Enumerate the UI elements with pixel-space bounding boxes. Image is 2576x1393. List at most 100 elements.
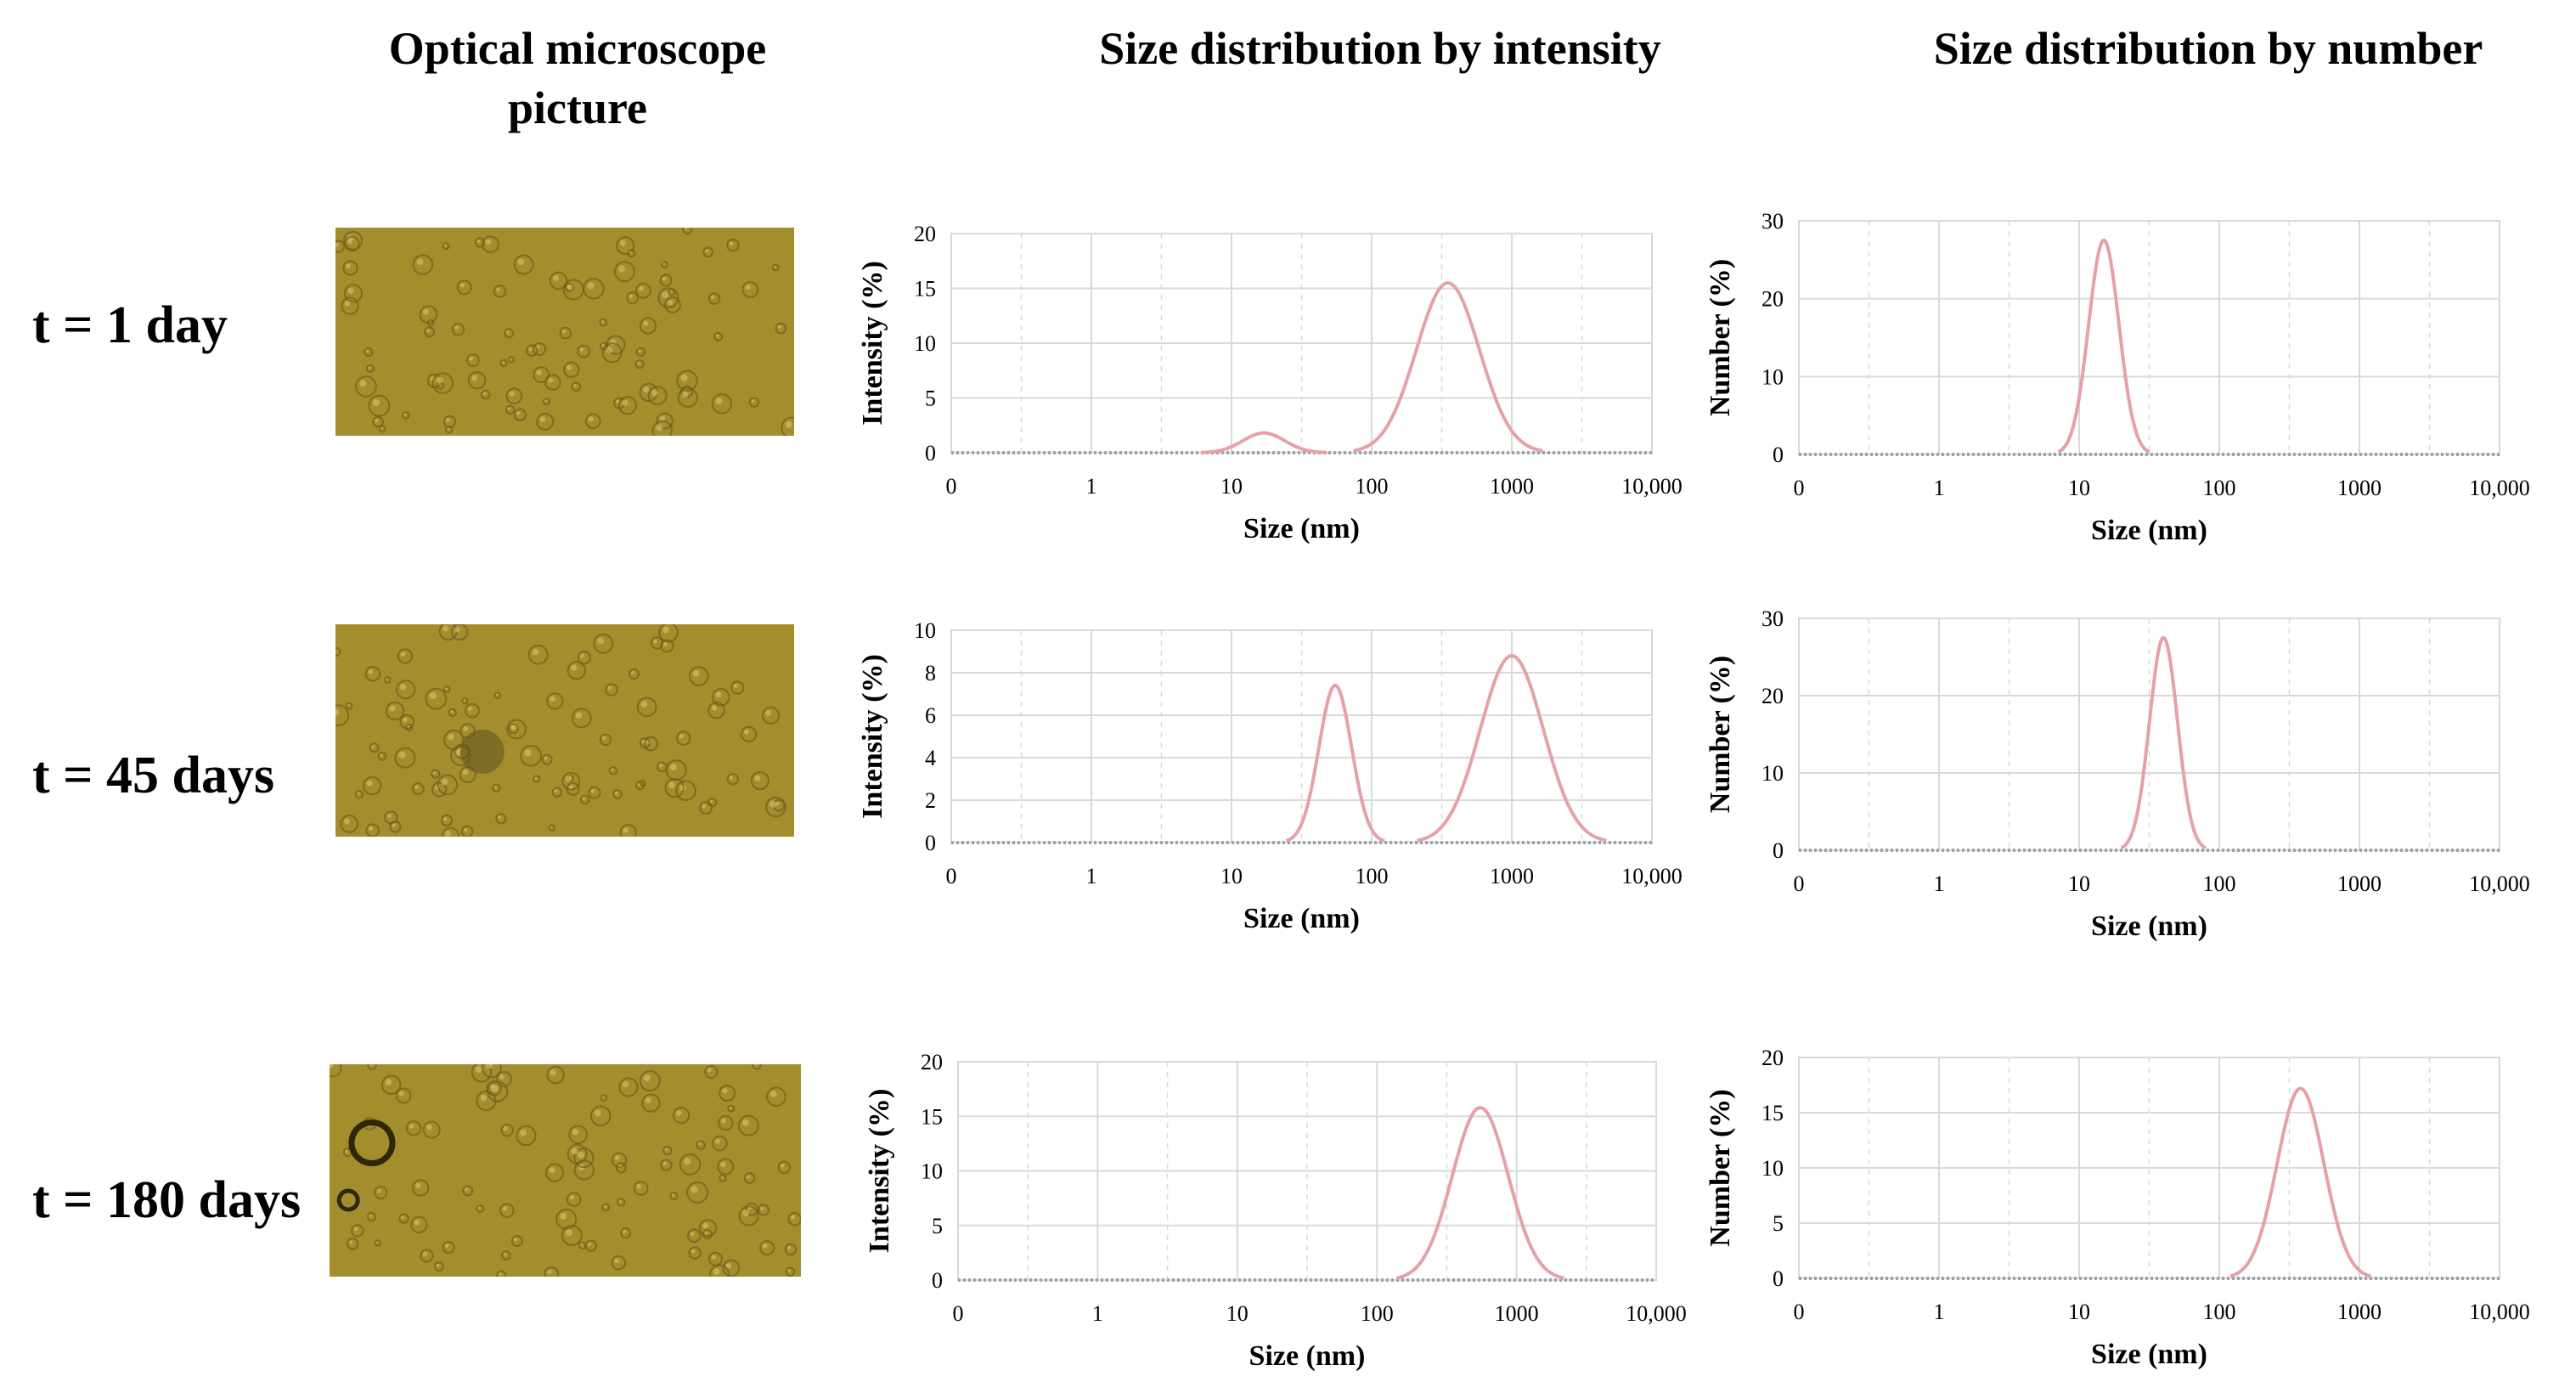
- y-tick-label: 10: [921, 1159, 943, 1184]
- x-tick-label: 10,000: [1626, 1301, 1687, 1326]
- x-tick-label: 10: [1220, 474, 1243, 499]
- y-tick-label: 0: [1773, 838, 1784, 863]
- x-tick-label: 10,000: [1621, 864, 1683, 888]
- y-tick-label: 5: [932, 1214, 943, 1238]
- y-tick-label: 30: [1761, 606, 1784, 631]
- y-tick-label: 5: [1773, 1211, 1784, 1236]
- y-tick-label: 15: [921, 1104, 943, 1129]
- distribution-peak-1: [2057, 238, 2150, 454]
- y-tick-label: 0: [1773, 443, 1784, 467]
- y-tick-label: 2: [925, 788, 936, 813]
- distribution-peak-1: [1200, 431, 1327, 454]
- x-tick-label: 10: [2068, 871, 2090, 896]
- column-title-intensity: Size distribution by intensity: [1099, 23, 1661, 74]
- x-tick-label: 0: [1794, 1300, 1805, 1324]
- y-axis-title: Intensity (%): [857, 261, 888, 426]
- x-tick-label: 10,000: [2469, 476, 2530, 500]
- row-label-day-180: t = 180 days: [32, 1171, 302, 1229]
- column-title-number: Size distribution by number: [1933, 23, 2483, 74]
- x-tick-label: 10: [1220, 864, 1243, 888]
- x-tick-label: 1: [1086, 474, 1097, 499]
- y-tick-label: 15: [914, 277, 936, 302]
- x-tick-label: 1000: [1490, 474, 1534, 499]
- distribution-peak-1: [1285, 683, 1385, 843]
- x-tick-label: 100: [1356, 474, 1389, 499]
- x-tick-label: 100: [2203, 476, 2236, 500]
- y-axis-title: Number (%): [1705, 1089, 1736, 1246]
- dls-chart-1: 0 5 10 15 20 0 1 10 100 1000 10,000 Size (nm) Intens…: [857, 222, 1683, 544]
- y-tick-label: 0: [925, 441, 936, 465]
- x-tick-label: 1: [1934, 1300, 1945, 1324]
- x-tick-label: 10: [1226, 1301, 1249, 1326]
- x-tick-label: 1000: [2337, 871, 2382, 896]
- y-tick-label: 10: [914, 618, 936, 643]
- distribution-peak-1: [2229, 1086, 2371, 1278]
- y-tick-label: 10: [1761, 1156, 1784, 1181]
- dls-chart-6: 0 5 10 15 20 0 1 10 100 1000 10,000 Size (nm) Number…: [1705, 1046, 2530, 1370]
- x-axis-title: Size (nm): [1249, 1340, 1366, 1372]
- distribution-peak-1: [1395, 1105, 1564, 1280]
- y-axis-title: Intensity (%): [857, 654, 888, 819]
- x-tick-label: 1000: [2337, 1300, 2382, 1324]
- microscope-image-day-1: [335, 228, 794, 436]
- x-axis-title: Size (nm): [2091, 515, 2207, 546]
- y-tick-label: 10: [1761, 364, 1784, 389]
- dls-chart-2: 0 10 20 30 0 1 10 100 1000 10,000 Size (nm) Number …: [1705, 209, 2530, 546]
- y-tick-label: 0: [925, 831, 936, 855]
- x-tick-label: 100: [2203, 1300, 2236, 1324]
- x-tick-label: 10,000: [2469, 1300, 2530, 1324]
- microscope-image-day-45: [335, 624, 794, 837]
- y-tick-label: 20: [1761, 287, 1784, 312]
- dls-chart-5: 0 5 10 15 20 0 1 10 100 1000 10,000 Size (nm) Intens…: [864, 1050, 1687, 1372]
- distribution-peak-2: [1417, 653, 1607, 843]
- x-tick-label: 1000: [2337, 476, 2382, 500]
- y-tick-label: 5: [925, 386, 936, 411]
- x-tick-label: 100: [2203, 871, 2236, 896]
- y-tick-label: 0: [1773, 1266, 1784, 1291]
- y-axis-title: Number (%): [1705, 656, 1736, 813]
- x-tick-label: 10: [2068, 476, 2090, 500]
- distribution-peak-2: [1352, 280, 1543, 453]
- x-tick-label: 0: [953, 1301, 964, 1326]
- x-tick-label: 0: [946, 864, 957, 888]
- y-tick-label: 0: [932, 1268, 943, 1293]
- y-tick-label: 20: [1761, 1046, 1784, 1070]
- y-axis-title: Intensity (%): [864, 1089, 895, 1254]
- x-tick-label: 0: [1794, 476, 1805, 500]
- distribution-peak-1: [2120, 635, 2207, 849]
- microscope-image-day-180: [330, 1064, 801, 1277]
- row-label-day-45: t = 45 days: [32, 747, 275, 804]
- x-tick-label: 0: [1794, 871, 1805, 896]
- x-axis-title: Size (nm): [2091, 1339, 2207, 1370]
- x-axis-title: Size (nm): [2091, 911, 2207, 942]
- y-tick-label: 20: [1761, 684, 1784, 708]
- y-tick-label: 20: [914, 222, 936, 246]
- x-tick-label: 1000: [1490, 864, 1534, 888]
- x-tick-label: 10: [2068, 1300, 2090, 1324]
- x-tick-label: 1: [1086, 864, 1097, 888]
- y-tick-label: 10: [1761, 761, 1784, 786]
- x-axis-title: Size (nm): [1243, 903, 1360, 934]
- x-tick-label: 1: [1934, 871, 1945, 896]
- x-tick-label: 1000: [1495, 1301, 1539, 1326]
- x-tick-label: 10,000: [1621, 474, 1683, 499]
- x-axis-title: Size (nm): [1243, 513, 1360, 544]
- x-tick-label: 10,000: [2469, 871, 2530, 896]
- dls-chart-4: 0 10 20 30 0 1 10 100 1000 10,000 Size (nm) Number …: [1705, 606, 2530, 942]
- y-tick-label: 8: [925, 661, 936, 685]
- y-tick-label: 30: [1761, 209, 1784, 234]
- y-tick-label: 20: [921, 1050, 943, 1074]
- x-tick-label: 100: [1356, 864, 1389, 888]
- x-tick-label: 1: [1934, 476, 1945, 500]
- y-axis-title: Number (%): [1705, 259, 1736, 416]
- y-tick-label: 4: [925, 746, 936, 770]
- x-tick-label: 0: [946, 474, 957, 499]
- row-label-day-1: t = 1 day: [32, 296, 228, 354]
- y-tick-label: 15: [1761, 1101, 1784, 1125]
- y-tick-label: 10: [914, 331, 936, 356]
- y-tick-label: 6: [925, 703, 936, 728]
- column-title-microscope: Optical microscope picture: [388, 23, 767, 133]
- x-tick-label: 1: [1092, 1301, 1103, 1326]
